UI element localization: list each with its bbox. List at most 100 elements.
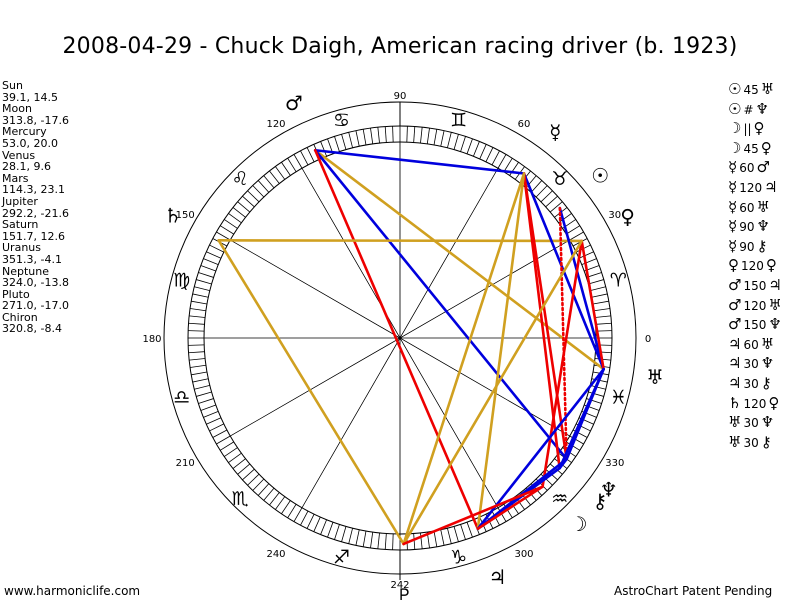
house-cusp-line — [230, 239, 570, 437]
aspect-angle: 150 — [743, 318, 767, 333]
degree-tick — [196, 391, 212, 397]
aspect-planet-b: ♆ — [756, 217, 770, 236]
aspect-line — [476, 485, 544, 531]
degree-tick — [247, 473, 260, 486]
aspect-lines — [217, 148, 605, 546]
degree-tick — [590, 286, 606, 291]
degree-tick — [334, 524, 340, 540]
aspect-list: ☉ 45 ♅ ☉ # ♆ ☽ || ♀ ☽ 45 ♀ ☿ 60 ♂ ☿ 120 ♃ ☿ 60 ♅ ☿ 90 ♆ ☿ 90 ⚷ ♀ 120… — [728, 80, 800, 452]
aspect-line — [476, 172, 526, 531]
aspect-row: ☽ || ♀ — [728, 119, 800, 139]
planet-name-sun: Sun — [2, 79, 23, 92]
aspect-line — [313, 148, 480, 531]
zodiac-signs: ♈ ♉ ♊ ♋ ♌ ♍ ♎ ♏ ♐ ♑ ♒ ♓ — [173, 110, 627, 569]
planet-pos-sun: 39.1, 14.5 — [2, 90, 58, 104]
degree-tick — [263, 175, 275, 189]
zodiac-sign-glyph: ♑ — [450, 546, 467, 568]
aspect-row: ♅ 30 ♆ — [728, 413, 800, 433]
planet-name-venus: Venus — [2, 148, 36, 162]
aspect-row: ♂ 120 ♅ — [728, 296, 800, 316]
aspect-planet-b: ♆ — [760, 354, 775, 373]
degree-tick — [237, 463, 251, 475]
degree-tick — [413, 126, 416, 143]
degree-tick — [440, 529, 445, 546]
planet-glyph-moon: ☽ — [570, 512, 588, 536]
degree-tick — [228, 452, 242, 463]
aspect-planet-a: ☉ — [728, 99, 742, 118]
degree-tick — [206, 251, 222, 259]
degree-tick — [355, 130, 360, 147]
degree-tick — [545, 195, 558, 208]
degree-tick — [281, 162, 291, 176]
aspect-row: ☽ 45 ♀ — [728, 139, 800, 159]
degree-tick — [252, 478, 265, 491]
aspect-planet-a: ☿ — [728, 177, 738, 196]
planet-glyph-saturn: ♄ — [164, 204, 182, 228]
planet-pos-moon: 313.8, -17.6 — [2, 113, 69, 127]
aspect-planet-b: ♀ — [760, 138, 772, 157]
degree-tick — [588, 391, 604, 397]
aspect-row: ☉ # ♆ — [728, 100, 800, 120]
degree-tick — [252, 185, 265, 198]
planet-pos-pluto: 271.0, -17.0 — [2, 299, 69, 313]
planet-name-pluto: Pluto — [2, 287, 30, 301]
aspect-angle: 120 — [741, 259, 764, 274]
degree-tick — [188, 322, 205, 325]
house-cusps — [204, 102, 596, 580]
degree-tick — [460, 524, 466, 540]
degree-tick — [269, 492, 280, 506]
aspect-angle: 60 — [739, 161, 755, 176]
degree-tick — [594, 308, 610, 312]
mc-label: 90 — [394, 91, 407, 102]
aspect-planet-a: ☿ — [728, 236, 738, 255]
aspect-line — [313, 148, 568, 461]
aspect-angle: || — [743, 122, 752, 137]
aspect-angle: 120 — [743, 298, 767, 313]
aspect-planet-b: ♀ — [753, 119, 765, 138]
aspect-planet-b: ♆ — [755, 99, 769, 118]
aspect-angle: 60 — [739, 200, 755, 215]
aspect-planet-a: ♂ — [728, 295, 742, 314]
degree-tick — [362, 129, 367, 146]
aspect-line — [558, 206, 605, 371]
degree-label: 30 — [608, 210, 621, 221]
degree-label: 120 — [266, 119, 285, 130]
ic-label: 242 — [390, 580, 409, 591]
degree-tick — [348, 528, 353, 544]
aspect-planet-b: ♀ — [765, 256, 777, 275]
degree-tick — [306, 147, 315, 163]
degree-tick — [216, 435, 231, 445]
degree-tick — [293, 507, 303, 522]
aspect-angle: 30 — [743, 416, 759, 431]
footer-patent: AstroChart Patent Pending — [614, 584, 773, 598]
aspect-planet-b: ♅ — [756, 197, 770, 216]
aspect-planet-a: ☉ — [728, 80, 742, 98]
degree-tick — [433, 129, 438, 146]
aspect-angle: 120 — [743, 396, 767, 411]
planet-glyph-uranus: ♅ — [646, 365, 664, 389]
planet-pos-mars: 114.3, 23.1 — [2, 183, 65, 197]
aspect-row: ♃ 30 ⚷ — [728, 374, 800, 394]
aspect-row: ☿ 60 ♅ — [728, 198, 800, 218]
degree-tick — [287, 504, 297, 518]
footer-website[interactable]: www.harmoniclife.com — [4, 584, 141, 598]
degree-tick — [237, 201, 251, 213]
aspect-planet-a: ♀ — [728, 256, 739, 275]
degree-tick — [281, 500, 291, 514]
aspect-planet-a: ♃ — [728, 354, 742, 373]
planet-glyph-chiron: ⚷ — [593, 489, 608, 513]
degree-tick — [479, 144, 487, 160]
aspect-angle: 90 — [739, 239, 755, 254]
aspect-line — [217, 239, 584, 243]
zodiac-sign-glyph: ♏ — [232, 488, 249, 510]
degree-label: 0 — [645, 334, 651, 345]
degree-tick — [341, 134, 347, 150]
degree-tick — [212, 429, 228, 438]
degree-tick — [306, 513, 315, 529]
degree-tick — [209, 244, 225, 253]
aspect-row: ♅ 30 ⚷ — [728, 433, 800, 453]
degree-tick — [220, 225, 234, 235]
aspect-planet-a: ♄ — [728, 393, 742, 412]
planet-glyph-neptune: ♆ — [600, 478, 618, 502]
aspect-planet-b: ⚷ — [760, 373, 772, 392]
